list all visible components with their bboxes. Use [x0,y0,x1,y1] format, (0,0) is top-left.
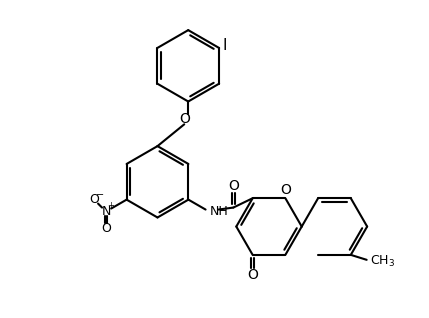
Text: O: O [101,222,111,235]
Text: O: O [247,268,258,282]
Text: I: I [222,38,227,52]
Text: N: N [101,205,111,218]
Text: O: O [89,193,99,206]
Text: CH$_3$: CH$_3$ [370,254,395,269]
Text: −: − [96,190,104,200]
Text: O: O [228,179,239,193]
Text: +: + [108,201,115,210]
Text: NH: NH [209,205,228,218]
Text: O: O [179,112,190,126]
Text: O: O [280,183,291,197]
